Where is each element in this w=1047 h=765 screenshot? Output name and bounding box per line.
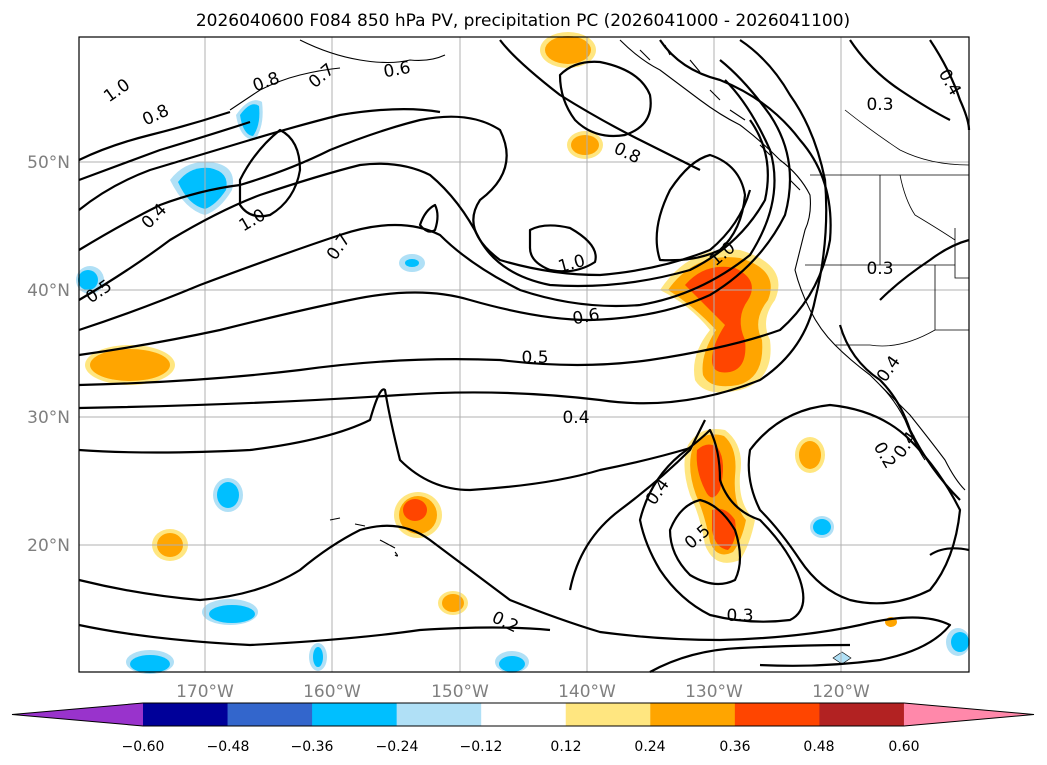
contour-label: 0.4 <box>562 408 589 428</box>
lat-label: 20°N <box>27 536 70 556</box>
colorbar-tick-label: 0.12 <box>550 739 581 755</box>
contour-label: 0.3 <box>726 606 753 626</box>
lat-label: 40°N <box>27 281 70 301</box>
lat-label: 30°N <box>27 408 70 428</box>
latitude-labels: 50°N 40°N 30°N 20°N <box>27 153 70 556</box>
colorbar-extend-low <box>12 703 143 726</box>
colorbar-segment <box>312 703 398 726</box>
colorbar-tick-label: −0.12 <box>460 739 503 755</box>
colorbar-tick-label: 0.24 <box>634 739 665 755</box>
colorbar-segment <box>227 703 313 726</box>
colorbar-tick-label: 0.36 <box>719 739 750 755</box>
colorbar-tick-label: −0.24 <box>376 739 419 755</box>
colorbar-segment <box>396 703 482 726</box>
lon-label: 140°W <box>558 682 616 702</box>
lat-label: 50°N <box>27 153 70 173</box>
colorbar-tick-label: −0.60 <box>122 739 165 755</box>
contour-label: 0.6 <box>382 58 412 82</box>
colorbar-tick-label: −0.48 <box>207 739 250 755</box>
contour-label: 0.6 <box>571 305 601 329</box>
map-title: 2026040600 F084 850 hPa PV, precipitatio… <box>196 11 850 31</box>
lon-label: 150°W <box>431 682 489 702</box>
colorbar-tick-label: 0.60 <box>888 739 919 755</box>
map-area <box>79 37 969 672</box>
precip-shading <box>76 32 970 674</box>
lon-label: 130°W <box>685 682 743 702</box>
lon-label: 120°W <box>812 682 870 702</box>
colorbar-segment <box>819 703 905 726</box>
colorbar-tick-label: −0.36 <box>291 739 334 755</box>
colorbar-labels: −0.60 −0.48 −0.36 −0.24 −0.12 0.12 0.24 … <box>122 739 920 755</box>
contour-label: 0.3 <box>866 95 893 115</box>
colorbar-extend-high <box>903 703 1034 726</box>
colorbar-segment <box>734 703 820 726</box>
map-frame <box>78 36 970 673</box>
pv-contours <box>78 39 971 673</box>
colorbar-segment <box>650 703 736 726</box>
contour-label: 0.3 <box>866 259 893 279</box>
lon-label: 160°W <box>303 682 361 702</box>
grid-lines <box>79 37 969 672</box>
colorbar-segment <box>481 703 567 726</box>
lon-label: 170°W <box>176 682 234 702</box>
colorbar-segment <box>565 703 651 726</box>
contour-label: 0.5 <box>521 348 548 368</box>
colorbar-outline <box>11 702 1035 727</box>
colorbar-segment <box>143 703 229 726</box>
colorbar-tick-label: 0.48 <box>803 739 834 755</box>
colorbar <box>11 702 1035 727</box>
longitude-labels: 170°W 160°W 150°W 140°W 130°W 120°W <box>176 682 870 702</box>
